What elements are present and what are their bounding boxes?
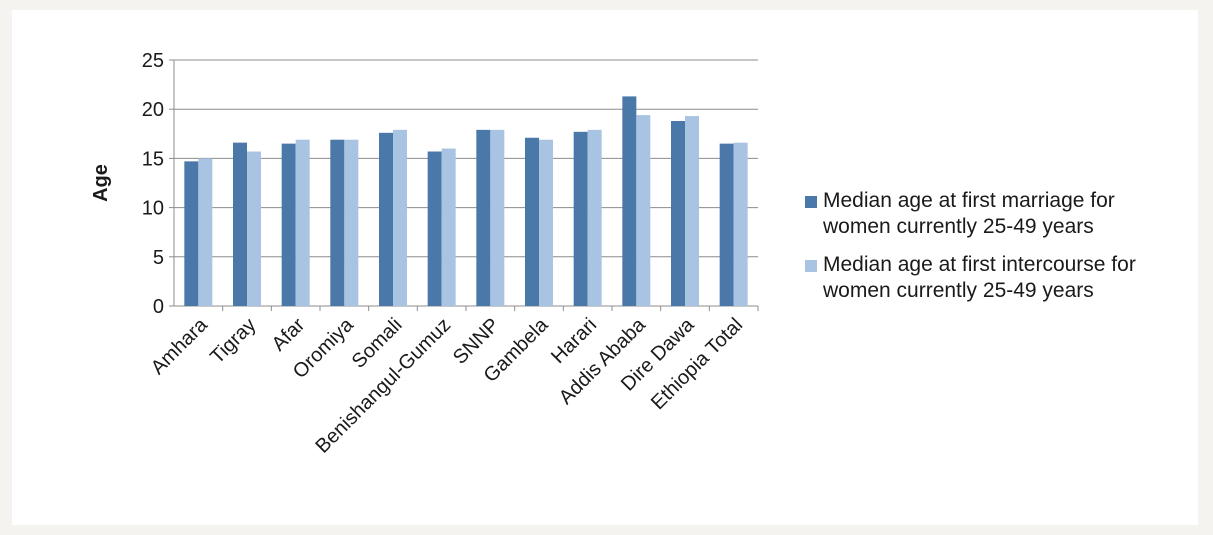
legend-label-intercourse: Median age at first intercourse for wome… [823,253,1136,302]
bar-intercourse [247,151,261,306]
bar-marriage [525,137,539,306]
bar-intercourse [636,115,651,306]
bar-marriage [476,129,491,306]
bar-marriage [233,142,247,306]
legend-swatch-marriage [805,196,817,208]
chart-frame: 0 5 10 15 20 25 Age Amhara Tigray Afar Oromiya Soma… [12,10,1198,525]
x-tick-label: Amhara [147,313,213,379]
bar-marriage [184,161,199,306]
bar-marriage [379,132,393,306]
y-axis-label: Age [90,164,112,202]
bar-marriage [622,96,637,307]
bar-marriage [281,143,296,306]
y-tick-label: 25 [142,50,164,72]
y-tick-label: 10 [142,198,164,220]
legend-swatch-intercourse [805,260,817,272]
x-tick-label: Tigray [206,314,260,368]
legend-item-marriage: Median age at first marriage for women c… [805,188,1185,240]
legend: Median age at first marriage for women c… [805,188,1185,316]
legend-item-intercourse: Median age at first intercourse for wome… [805,252,1185,304]
x-tick-label: Afar [268,314,310,356]
bar-marriage [671,121,685,307]
bar-intercourse [733,142,748,306]
bar-intercourse [539,139,553,306]
bar-intercourse [587,129,602,306]
bar-intercourse [344,139,359,306]
bar-marriage [573,131,588,306]
bar-intercourse [685,116,699,306]
bar-intercourse [441,148,456,306]
bar-marriage [330,139,345,306]
legend-label-marriage: Median age at first marriage for women c… [823,189,1115,238]
bar-marriage [427,151,442,306]
y-tick-label: 0 [153,296,164,318]
bar-intercourse [490,129,505,306]
bar-intercourse [295,139,310,306]
y-tick-label: 20 [142,99,164,121]
bar-intercourse [393,129,407,306]
bar-intercourse [198,158,213,306]
y-tick-label: 5 [153,247,164,269]
y-tick-label: 15 [142,148,164,170]
bar-marriage [719,143,734,306]
